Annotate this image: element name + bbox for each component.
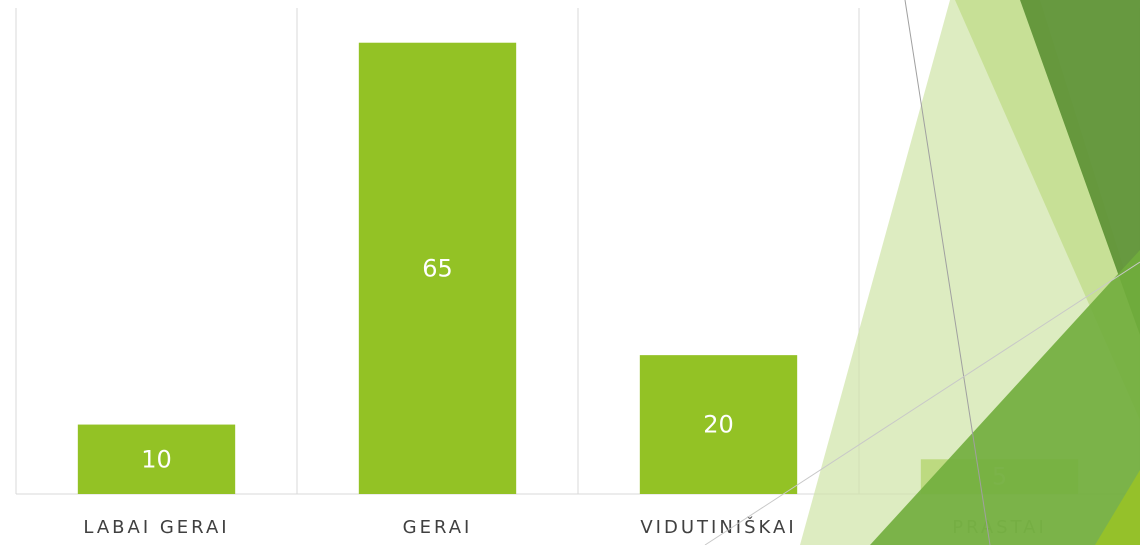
x-tick-label: GERAI [403, 517, 473, 538]
chart: LABAI GERAI10GERAI65VIDUTINIŠKAI20PRASTA… [0, 0, 1140, 545]
x-tick-label: LABAI GERAI [83, 517, 229, 538]
data-label: 10 [141, 445, 172, 473]
data-label: 65 [422, 254, 453, 282]
x-tick-label: VIDUTINIŠKAI [640, 516, 796, 538]
data-label: 20 [703, 411, 734, 439]
page: {"chart_data": {"type": "bar", "categori… [0, 0, 1140, 545]
